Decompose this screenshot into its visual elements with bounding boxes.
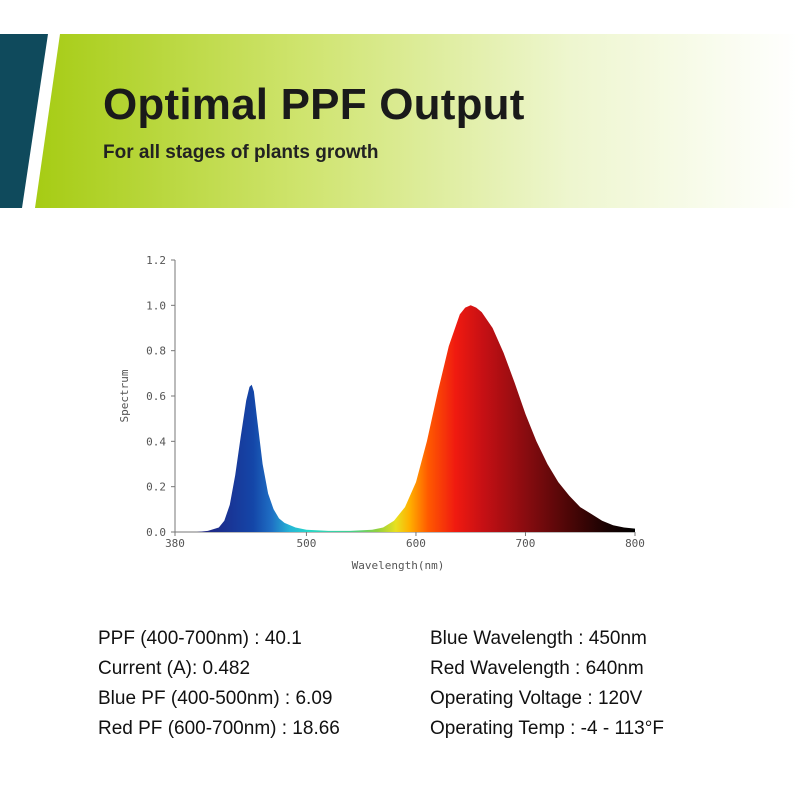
spec-blue-pf: Blue PF (400-500nm) : 6.09 <box>98 688 333 709</box>
y-tick-label: 0.6 <box>146 390 166 403</box>
spec-current: Current (A): 0.482 <box>98 658 251 679</box>
y-tick-label: 0.2 <box>146 481 166 494</box>
spec-operating-voltage: Operating Voltage : 120V <box>430 688 643 709</box>
x-tick-label: 800 <box>625 537 645 550</box>
spec-red-pf: Red PF (600-700nm) : 18.66 <box>98 718 340 739</box>
spec-operating-temp: Operating Temp : -4 - 113°F <box>430 718 664 739</box>
banner-background <box>0 34 800 208</box>
x-tick-label: 700 <box>516 537 536 550</box>
page-title: Optimal PPF Output <box>103 80 525 129</box>
spec-ppf: PPF (400-700nm) : 40.1 <box>98 628 302 649</box>
y-tick-label: 0.4 <box>146 435 166 448</box>
spec-red-wavelength: Red Wavelength : 640nm <box>430 658 644 679</box>
chart-ticks: 0.0 0.2 0.4 0.6 0.8 1.0 1.2 380 500 600 700 800 <box>146 254 645 550</box>
specs-left-column: PPF (400-700nm) : 40.1 Current (A): 0.48… <box>98 624 340 744</box>
x-tick-label: 500 <box>296 537 316 550</box>
spectrum-area <box>175 305 635 532</box>
header-banner: Optimal PPF Output For all stages of pla… <box>0 34 800 208</box>
banner-green-panel <box>35 34 800 208</box>
y-axis-label: Spectrum <box>118 369 131 422</box>
page-subtitle: For all stages of plants growth <box>103 142 379 163</box>
x-tick-label: 380 <box>165 537 185 550</box>
y-tick-label: 1.0 <box>146 299 166 312</box>
x-axis-label: Wavelength(nm) <box>352 559 445 572</box>
specs-right-column: Blue Wavelength : 450nm Red Wavelength :… <box>430 624 664 744</box>
y-tick-label: 0.8 <box>146 345 166 358</box>
spec-blue-wavelength: Blue Wavelength : 450nm <box>430 628 647 649</box>
y-tick-label: 1.2 <box>146 254 166 267</box>
x-tick-label: 600 <box>406 537 426 550</box>
spectrum-chart: 0.0 0.2 0.4 0.6 0.8 1.0 1.2 380 500 600 700 800 Spe… <box>118 254 645 572</box>
y-tick-label: 0.0 <box>146 526 166 539</box>
banner-dark-stripe <box>0 34 48 208</box>
